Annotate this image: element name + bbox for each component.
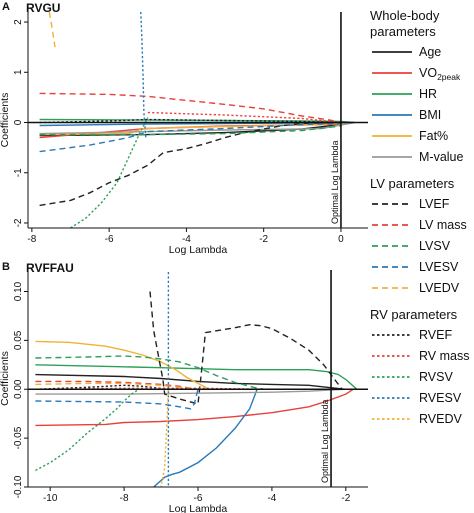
legend-group-title: RV parameters bbox=[370, 307, 458, 322]
optimal-lambda-label-a: Optimal Log Lambda bbox=[330, 140, 340, 224]
y-tick-label: -2 bbox=[13, 218, 24, 227]
y-tick-label: 2 bbox=[13, 19, 24, 25]
y-tick-label: 0.00 bbox=[13, 379, 24, 399]
series-line-hr bbox=[35, 364, 358, 390]
series-line-lvsv bbox=[39, 125, 342, 136]
series-line-lvesv bbox=[39, 122, 342, 153]
legend-item-label: RVESV bbox=[419, 391, 462, 405]
series-line-bmi bbox=[153, 389, 258, 487]
x-tick-label: -6 bbox=[105, 234, 114, 245]
panel-b: B RVFFAU Optimal Log Lambda -10 -8 -6 -4 -2 -0… bbox=[0, 261, 368, 513]
legend-item-label: Fat% bbox=[419, 129, 448, 143]
y-tick-label: 1 bbox=[13, 69, 24, 75]
legend-group-title: parameters bbox=[370, 24, 436, 39]
legend-item-label: LVEDV bbox=[419, 281, 460, 295]
series-line-rv-mass bbox=[147, 111, 342, 124]
legend-item-label: LVSV bbox=[419, 239, 451, 253]
x-tick-label: -2 bbox=[341, 493, 350, 504]
legend-item-label: BMI bbox=[419, 108, 441, 122]
series-line-rvef bbox=[39, 118, 342, 124]
x-tick-label: -8 bbox=[27, 234, 36, 245]
series-line-lv-mass bbox=[39, 92, 342, 124]
x-tick-label: 0 bbox=[338, 234, 344, 245]
series-line-m-value bbox=[35, 388, 346, 395]
legend-item-label: RVEDV bbox=[419, 412, 463, 426]
legend-item-label: HR bbox=[419, 87, 437, 101]
legend-item-label: LVEF bbox=[419, 197, 450, 211]
series-line-age bbox=[35, 373, 346, 390]
y-tick-label: -1 bbox=[13, 168, 24, 177]
series-line-hr bbox=[39, 118, 355, 124]
legend: Whole-bodyparametersAgeVO2peakHRBMIFat%M… bbox=[370, 8, 469, 426]
y-tick-label: -0.10 bbox=[13, 475, 24, 498]
legend-item-label: RVSV bbox=[419, 370, 453, 384]
x-tick-label: -6 bbox=[194, 493, 203, 504]
legend-item-label: RVEF bbox=[419, 328, 452, 342]
series-line-fat- bbox=[35, 340, 210, 390]
panel-a-title: RVGU bbox=[26, 1, 60, 15]
legend-item-label: Age bbox=[419, 45, 441, 59]
optimal-lambda-label-b: Optimal Log Lambda bbox=[320, 399, 330, 483]
series-line-rvedv bbox=[160, 389, 170, 487]
y-tick-label: 0.05 bbox=[13, 330, 24, 350]
legend-item-label: M-value bbox=[419, 150, 464, 164]
x-axis-label-b: Log Lambda bbox=[169, 503, 228, 513]
y-axis-label-b: Coefficients bbox=[0, 351, 11, 406]
series-line-lvsv bbox=[35, 355, 265, 390]
series-line-lvedv bbox=[35, 382, 199, 390]
panel-b-title: RVFFAU bbox=[26, 261, 74, 275]
series-line-lvef bbox=[149, 291, 343, 405]
panel-letter-b: B bbox=[2, 261, 10, 273]
series-line-vo2peak bbox=[35, 388, 354, 427]
legend-group-title: LV parameters bbox=[370, 176, 455, 191]
series-line-rvsv bbox=[70, 117, 149, 228]
series-line-lvesv bbox=[35, 389, 199, 410]
y-tick-label: 0 bbox=[13, 119, 24, 125]
series-line-lvedv bbox=[48, 12, 56, 48]
series-line-rvsv bbox=[35, 388, 140, 472]
legend-item-label: LVESV bbox=[419, 260, 459, 274]
y-axis-label-a: Coefficients bbox=[0, 93, 11, 148]
panel-a: A RVGU Optimal Log Lambda -8 -6 -4 -2 0 -2 -1 0 1… bbox=[0, 1, 368, 256]
series-line-lvef bbox=[39, 121, 342, 207]
panel-letter-a: A bbox=[2, 1, 10, 13]
legend-group-title: Whole-body bbox=[370, 8, 440, 23]
x-tick-label: -4 bbox=[182, 234, 191, 245]
x-axis-label-a: Log Lambda bbox=[169, 244, 228, 256]
x-tick-label: -8 bbox=[120, 493, 129, 504]
x-tick-label: -4 bbox=[267, 493, 276, 504]
x-tick-label: -10 bbox=[43, 493, 58, 504]
x-tick-label: -2 bbox=[259, 234, 268, 245]
y-tick-label: -0.05 bbox=[13, 426, 24, 449]
legend-item-label: LV mass bbox=[419, 218, 467, 232]
y-tick-label: 0.10 bbox=[13, 281, 24, 301]
legend-item-label: RV mass bbox=[419, 349, 469, 363]
